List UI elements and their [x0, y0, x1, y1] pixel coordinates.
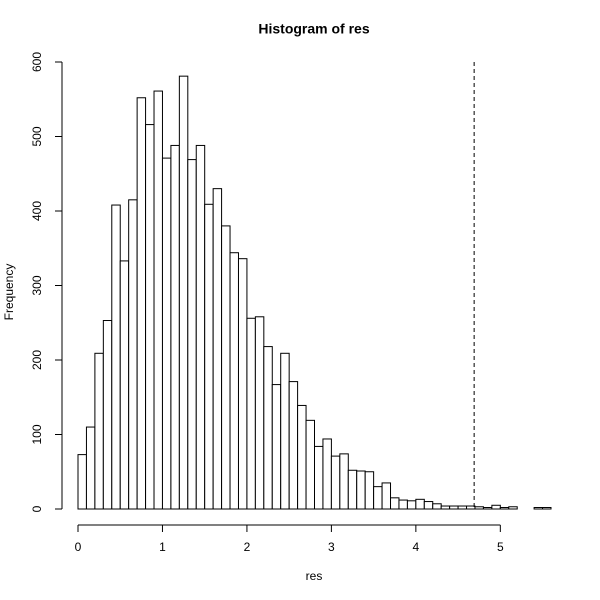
y-tick-label: 200 [30, 350, 44, 370]
bar [474, 506, 484, 510]
x-tick-label: 1 [159, 540, 166, 554]
y-axis-label: Frequency [2, 264, 16, 321]
bar [305, 419, 315, 510]
bar [246, 317, 256, 510]
bar [297, 404, 307, 510]
bar [449, 505, 459, 510]
bar [322, 438, 332, 510]
bar [314, 445, 324, 510]
bar [119, 260, 130, 510]
bar [339, 453, 349, 510]
bar [136, 97, 147, 510]
bar [145, 124, 155, 510]
bar [111, 204, 121, 510]
bar [533, 507, 544, 510]
bar [390, 497, 400, 510]
bar [356, 470, 366, 510]
y-tick-label: 400 [30, 201, 44, 221]
x-tick-label: 3 [328, 540, 335, 554]
bar [178, 75, 189, 510]
bar [204, 203, 214, 510]
bar [508, 506, 518, 510]
bar [432, 503, 442, 510]
y-tick-label: 500 [30, 126, 44, 146]
bar [330, 455, 341, 510]
bar [491, 504, 501, 510]
y-tick-label: 0 [30, 505, 44, 512]
bar [440, 505, 451, 510]
bar [542, 507, 552, 510]
bar [406, 500, 417, 510]
bar [237, 258, 248, 510]
bar [381, 482, 392, 510]
bar [423, 501, 434, 510]
bar [85, 426, 96, 510]
bar [161, 157, 172, 510]
y-tick-label: 100 [30, 424, 44, 444]
bar [254, 316, 265, 510]
bar [128, 199, 138, 510]
bar [94, 352, 104, 510]
bar [221, 225, 231, 510]
chart-title: Histogram of res [258, 21, 369, 37]
x-tick-label: 4 [413, 540, 420, 554]
y-tick-label: 300 [30, 275, 44, 295]
bar [153, 90, 163, 510]
bar [482, 507, 493, 510]
bar [195, 144, 206, 510]
bar [373, 486, 383, 510]
x-tick-label: 0 [75, 540, 82, 554]
bar [102, 320, 113, 510]
x-axis-label: res [306, 569, 323, 583]
bar [398, 499, 408, 510]
bar [212, 188, 223, 510]
bar [280, 352, 290, 510]
bar [271, 384, 282, 510]
bar [229, 252, 239, 510]
bar [170, 144, 180, 510]
bar [347, 469, 358, 510]
bar [499, 507, 510, 510]
bar [263, 346, 273, 510]
bar [457, 505, 468, 510]
bar [415, 498, 425, 510]
y-tick-label: 600 [30, 52, 44, 72]
bar [187, 159, 197, 510]
bar [77, 454, 87, 510]
bar [288, 381, 299, 510]
x-tick-label: 5 [497, 540, 504, 554]
x-tick-label: 2 [244, 540, 251, 554]
bar [364, 471, 375, 510]
